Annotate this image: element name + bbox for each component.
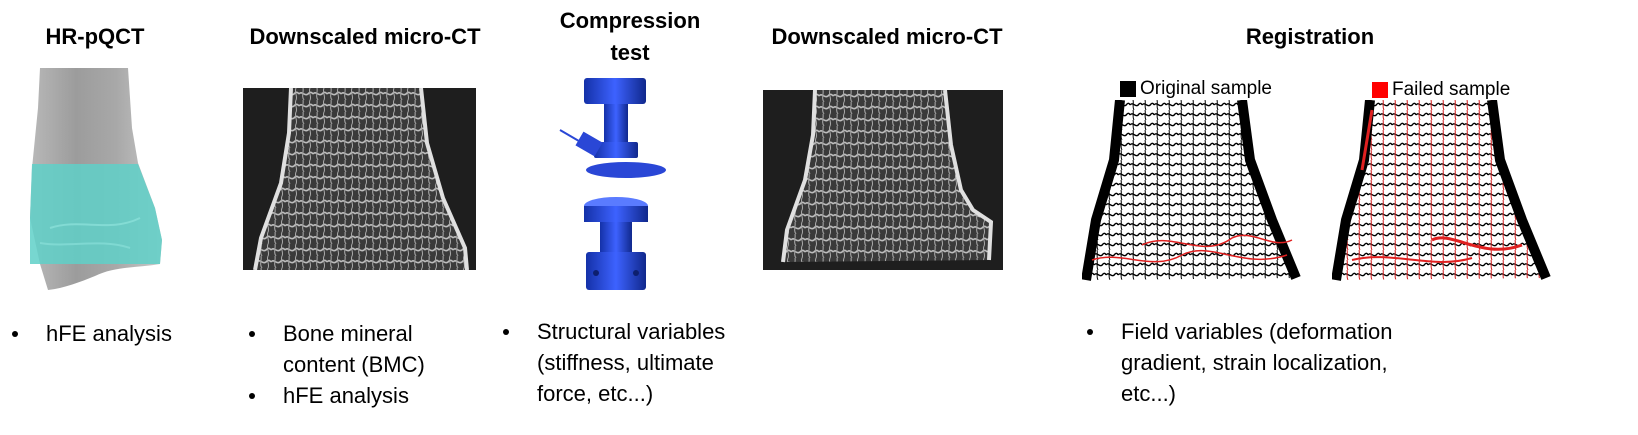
bullets-registration: Field variables (deformation gradient, s… [1085,316,1435,409]
legend-failed: Failed sample [1372,79,1510,101]
bullet-micro-ct-hfe: hFE analysis [247,380,477,411]
title-downscaled-micro-ct-2: Downscaled micro-CT [771,24,1003,49]
micro-ct-image-2 [763,90,1003,270]
title-registration: Registration [1245,24,1375,49]
bullets-hr-pqct: hFE analysis [10,318,210,349]
legend-original-swatch [1120,81,1136,97]
title-compression-test: Compression test [555,5,705,69]
bullet-field-variables: Field variables (deformation gradient, s… [1085,316,1435,409]
legend-original-label: Original sample [1140,78,1272,99]
hr-pqct-bone-image [30,68,162,290]
legend-original: Original sample [1120,78,1272,100]
registration-failed-image [1332,100,1551,281]
title-compression-line1: Compression [559,8,701,33]
micro-ct-image-1 [243,88,476,270]
legend-failed-label: Failed sample [1392,79,1511,100]
compression-test-machine [559,78,666,290]
bullet-bmc: Bone mineral content (BMC) [247,318,477,380]
bullet-structural-variables: Structural variables (stiffness, ultimat… [501,316,746,409]
bullets-micro-ct: Bone mineral content (BMC) hFE analysis [247,318,477,411]
title-hr-pqct: HR-pQCT [45,24,145,49]
registration-original-image [1082,100,1301,281]
bullets-compression: Structural variables (stiffness, ultimat… [501,316,746,409]
title-downscaled-micro-ct-1: Downscaled micro-CT [249,24,481,49]
bullet-hr-pqct-hfe: hFE analysis [10,318,210,349]
legend-failed-swatch [1372,82,1388,98]
title-compression-line2: test [610,40,650,65]
